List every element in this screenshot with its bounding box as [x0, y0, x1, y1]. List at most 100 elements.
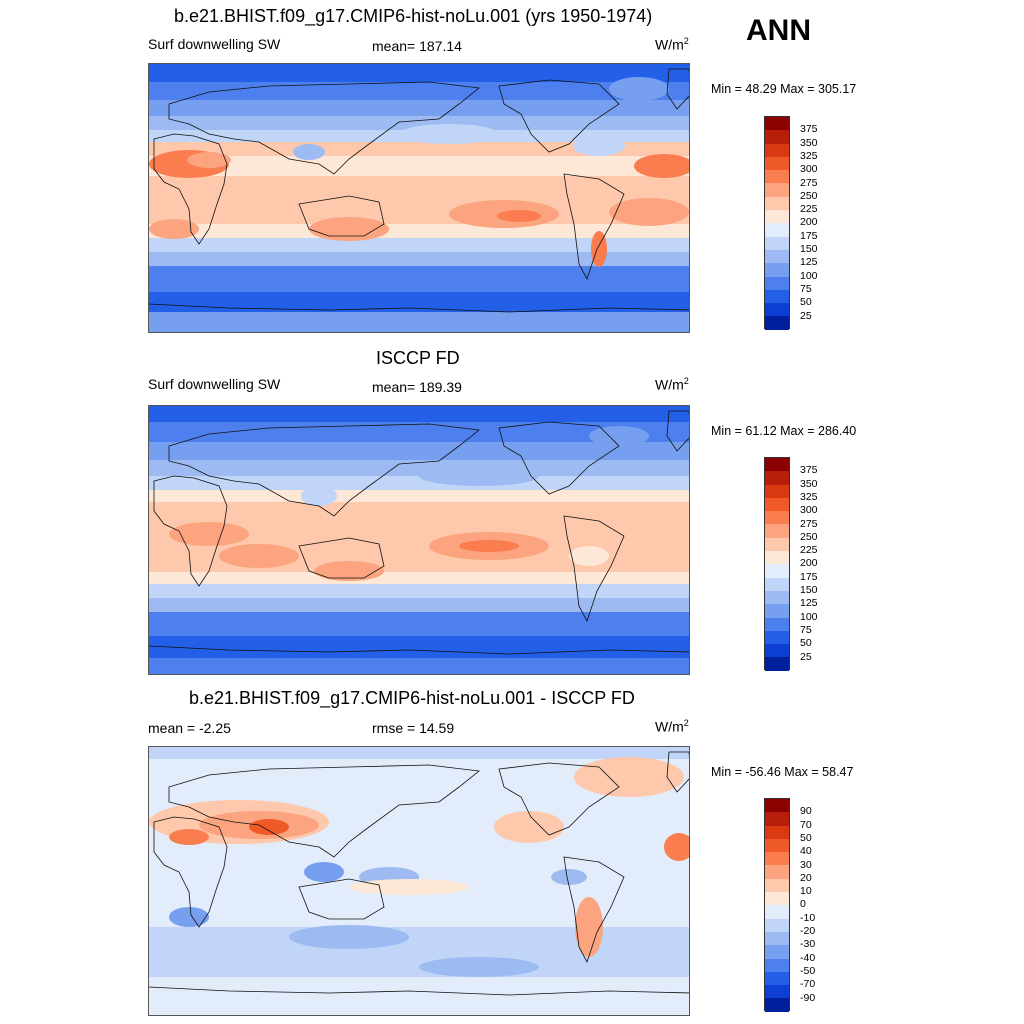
mean-label-diff: mean = -2.25	[148, 720, 231, 736]
colorbar-swatch	[765, 276, 789, 290]
colorbar-tick-label: -90	[800, 991, 816, 1004]
colorbar-swatch	[765, 590, 789, 605]
colorbar-tick-label: 70	[800, 818, 812, 831]
colorbar-swatch	[765, 289, 789, 304]
colorbar-swatch	[765, 985, 789, 999]
colorbar-tick-label: 90	[800, 805, 812, 818]
panel-title-diff: b.e21.BHIST.f09_g17.CMIP6-hist-noLu.001 …	[189, 688, 635, 708]
colorbar-diff	[764, 798, 790, 1012]
colorbar-swatch	[765, 958, 789, 972]
colorbar-swatch	[765, 838, 789, 853]
colorbar-swatch	[765, 564, 789, 578]
minmax-label-obs: Min = 61.12 Max = 286.40	[711, 424, 857, 438]
colorbar-tick-label: -40	[800, 951, 816, 964]
colorbar-tick-label: 125	[800, 597, 818, 610]
colorbar-tick-label: 375	[800, 123, 818, 136]
colorbar-swatch	[765, 458, 789, 472]
colorbar-tick-label: 350	[800, 477, 818, 490]
colorbar-tick-label: 25	[800, 309, 812, 322]
colorbar-swatch	[765, 577, 789, 591]
colorbar-swatch	[765, 644, 789, 658]
colorbar-swatch	[765, 825, 789, 839]
colorbar-swatch	[765, 537, 789, 552]
colorbar-tick-label: 250	[800, 530, 818, 543]
colorbar-tick-label: 300	[800, 504, 818, 517]
colorbar-tick-label: -50	[800, 964, 816, 977]
colorbar-swatch	[765, 604, 789, 618]
colorbar-tick-label: -10	[800, 911, 816, 924]
minmax-label-test: Min = 48.29 Max = 305.17	[711, 82, 857, 96]
colorbar-swatch	[765, 316, 789, 330]
units-label-test: W/m2	[655, 36, 689, 53]
panel-title-test: b.e21.BHIST.f09_g17.CMIP6-hist-noLu.001 …	[174, 6, 653, 26]
colorbar-swatch	[765, 143, 789, 157]
colorbar-swatch	[765, 117, 789, 131]
mean-label-test: mean= 187.14	[372, 38, 462, 54]
colorbar-tick-label: 200	[800, 557, 818, 570]
colorbar-tick-label: 225	[800, 544, 818, 557]
colorbar-swatch	[765, 945, 789, 959]
colorbar-swatch	[765, 210, 789, 224]
colorbar-tick-label: -20	[800, 925, 816, 937]
season-label: ANN	[746, 14, 811, 47]
colorbar-swatch	[765, 471, 789, 485]
colorbar-tick-label: 350	[800, 136, 818, 149]
colorbar-swatch	[765, 263, 789, 277]
colorbar-swatch	[765, 156, 789, 171]
mean-label-obs: mean= 189.39	[372, 379, 462, 395]
colorbar-swatch	[765, 931, 789, 946]
colorbar-swatch	[765, 130, 789, 144]
colorbar-tick-label: -70	[800, 978, 816, 991]
colorbar-tick-label: 150	[800, 243, 818, 255]
colorbar-swatch	[765, 799, 789, 813]
variable-label-obs: Surf downwelling SW	[148, 376, 281, 392]
colorbar-tick-label: 325	[800, 490, 818, 503]
colorbar-swatch	[765, 196, 789, 211]
units-label-obs: W/m2	[655, 376, 689, 393]
colorbar-swatch	[765, 852, 789, 866]
colorbar-swatch	[765, 878, 789, 893]
colorbar-tick-label: -30	[800, 938, 816, 951]
colorbar-obs	[764, 457, 790, 671]
colorbar-tick-label: 100	[800, 269, 818, 282]
minmax-label-diff: Min = -56.46 Max = 58.47	[711, 765, 854, 779]
panel-title-obs: ISCCP FD	[376, 348, 460, 368]
colorbar-swatch	[765, 971, 789, 986]
colorbar-tick-label: 250	[800, 189, 818, 202]
colorbar-swatch	[765, 657, 789, 671]
colorbar-tick-label: 20	[800, 871, 812, 884]
colorbar-test	[764, 116, 790, 330]
colorbar-tick-label: 0	[800, 898, 806, 911]
colorbar-tick-label: 275	[800, 176, 818, 189]
colorbar-tick-label: 325	[800, 149, 818, 162]
colorbar-swatch	[765, 170, 789, 184]
colorbar-tick-label: 50	[800, 637, 812, 650]
colorbar-swatch	[765, 617, 789, 631]
map-test	[148, 63, 690, 333]
colorbar-swatch	[765, 998, 789, 1012]
colorbar-tick-label: 50	[800, 831, 812, 844]
colorbar-swatch	[765, 918, 789, 932]
rmse-label-diff: rmse = 14.59	[372, 720, 455, 736]
map-obs	[148, 405, 690, 675]
colorbar-tick-label: 125	[800, 256, 818, 269]
colorbar-tick-label: 375	[800, 464, 818, 477]
colorbar-tick-label: 10	[800, 885, 812, 898]
colorbar-tick-label: 100	[800, 610, 818, 623]
map-diff	[148, 746, 690, 1016]
colorbar-swatch	[765, 551, 789, 565]
colorbar-swatch	[765, 865, 789, 879]
colorbar-swatch	[765, 524, 789, 538]
colorbar-swatch	[765, 497, 789, 512]
colorbar-swatch	[765, 630, 789, 645]
colorbar-swatch	[765, 223, 789, 237]
variable-label-test: Surf downwelling SW	[148, 36, 281, 52]
colorbar-tick-label: 30	[800, 858, 812, 871]
colorbar-tick-label: 150	[800, 584, 818, 596]
colorbar-swatch	[765, 249, 789, 264]
colorbar-swatch	[765, 812, 789, 826]
colorbar-swatch	[765, 484, 789, 498]
colorbar-tick-label: 175	[800, 229, 818, 242]
colorbar-tick-label: 225	[800, 203, 818, 216]
colorbar-swatch	[765, 892, 789, 906]
